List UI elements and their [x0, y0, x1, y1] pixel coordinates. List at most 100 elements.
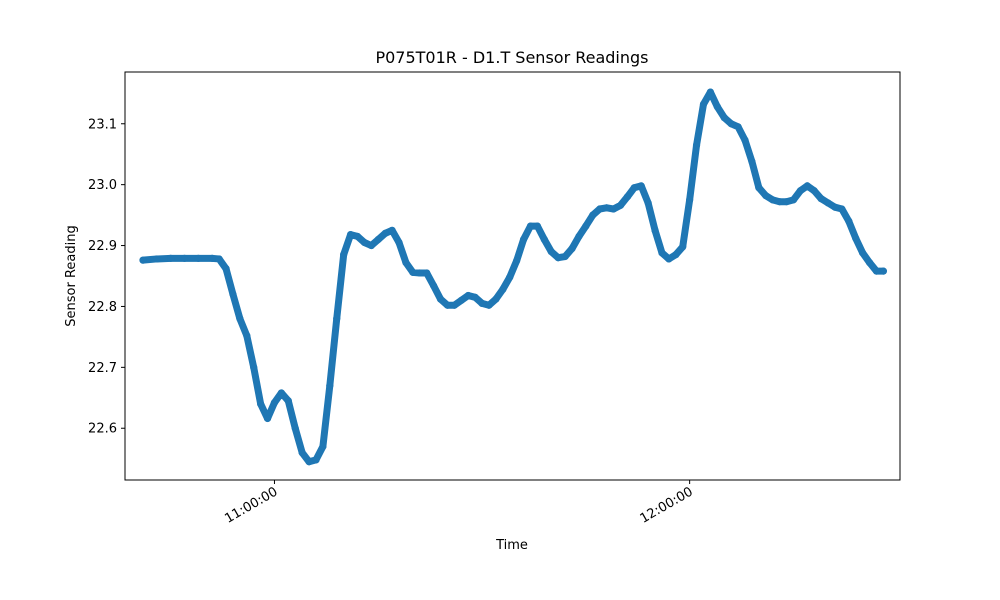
data-point: [665, 255, 673, 263]
data-point: [353, 232, 362, 241]
data-point: [554, 254, 562, 262]
data-point: [865, 259, 874, 267]
data-point: [769, 196, 777, 204]
data-point: [478, 299, 486, 307]
x-axis-label: Time: [495, 538, 528, 553]
data-point: [872, 267, 881, 275]
data-point: [609, 205, 618, 213]
data-point: [519, 235, 528, 244]
data-point: [374, 235, 382, 244]
data-point: [298, 449, 306, 457]
y-tick-label: 22.6: [88, 422, 117, 437]
data-point: [471, 293, 479, 301]
data-point: [326, 382, 334, 390]
data-point: [291, 424, 299, 432]
data-point: [575, 232, 583, 241]
y-tick-label: 22.9: [88, 239, 117, 254]
data-point: [250, 363, 258, 371]
data-point: [651, 226, 659, 234]
data-point: [360, 238, 369, 247]
data-point: [741, 136, 749, 144]
data-point: [582, 222, 590, 230]
data-point: [817, 195, 825, 203]
data-point: [229, 290, 237, 298]
data-point: [167, 254, 175, 262]
data-point: [485, 301, 493, 309]
data-point: [395, 238, 403, 247]
y-axis: 22.6 22.7 22.8 22.9 23.0 23.1: [88, 117, 125, 437]
data-point: [859, 249, 867, 257]
data-point: [713, 103, 721, 111]
data-point: [616, 201, 625, 209]
data-point: [637, 182, 645, 190]
data-point: [180, 254, 189, 262]
data-point: [838, 205, 846, 213]
data-point: [346, 230, 355, 239]
data-point: [499, 285, 507, 293]
data-point: [789, 196, 798, 204]
series-layer: [139, 88, 887, 466]
data-point: [381, 229, 389, 237]
data-point: [879, 267, 887, 275]
data-point: [257, 400, 265, 408]
data-point: [803, 182, 811, 190]
data-point: [810, 187, 818, 195]
data-point: [831, 203, 839, 211]
x-axis: 11:00:00 12:00:00: [222, 480, 696, 527]
data-point: [208, 254, 216, 262]
data-point: [533, 222, 542, 230]
data-point: [450, 301, 458, 309]
data-point: [270, 399, 279, 407]
y-tick-label: 23.1: [88, 117, 117, 132]
data-point: [679, 243, 687, 251]
y-axis-label: Sensor Reading: [64, 225, 79, 326]
data-point: [430, 282, 438, 290]
data-point: [672, 251, 680, 259]
data-point: [596, 205, 604, 213]
data-point: [686, 196, 694, 204]
data-point: [589, 211, 597, 219]
data-point: [526, 222, 535, 230]
data-point: [139, 256, 147, 264]
data-point: [457, 296, 465, 304]
data-point: [409, 268, 417, 276]
data-point: [367, 241, 375, 250]
data-point: [402, 259, 410, 267]
data-point: [568, 245, 576, 253]
y-tick-label: 22.8: [88, 300, 117, 315]
data-point: [782, 198, 791, 206]
data-point: [762, 192, 770, 200]
data-point: [561, 252, 569, 261]
data-point: [263, 414, 272, 423]
data-point: [748, 157, 756, 166]
data-point: [416, 269, 424, 277]
data-point: [699, 100, 708, 108]
data-point: [236, 315, 244, 323]
data-point: [796, 187, 804, 195]
data-point: [423, 269, 431, 277]
x-tick-label: 12:00:00: [638, 484, 696, 526]
data-point: [443, 301, 452, 309]
data-point: [222, 265, 230, 273]
y-tick-label: 22.7: [88, 361, 117, 376]
data-point: [284, 397, 292, 405]
data-point: [547, 248, 555, 256]
data-point: [734, 123, 742, 131]
data-point: [312, 456, 320, 464]
chart-title: P075T01R - D1.T Sensor Readings: [375, 48, 648, 67]
data-point: [727, 120, 735, 128]
data-point: [492, 295, 500, 303]
data-point: [658, 249, 666, 257]
data-point: [692, 141, 701, 149]
data-point: [194, 254, 202, 262]
data-point: [333, 315, 341, 323]
data-point: [706, 88, 715, 96]
data-point: [513, 257, 521, 265]
data-point: [755, 184, 763, 192]
x-tick-label: 11:00:00: [222, 484, 280, 526]
data-point: [824, 199, 832, 207]
data-point: [243, 332, 251, 340]
data-point: [630, 184, 638, 192]
data-point: [540, 235, 548, 244]
